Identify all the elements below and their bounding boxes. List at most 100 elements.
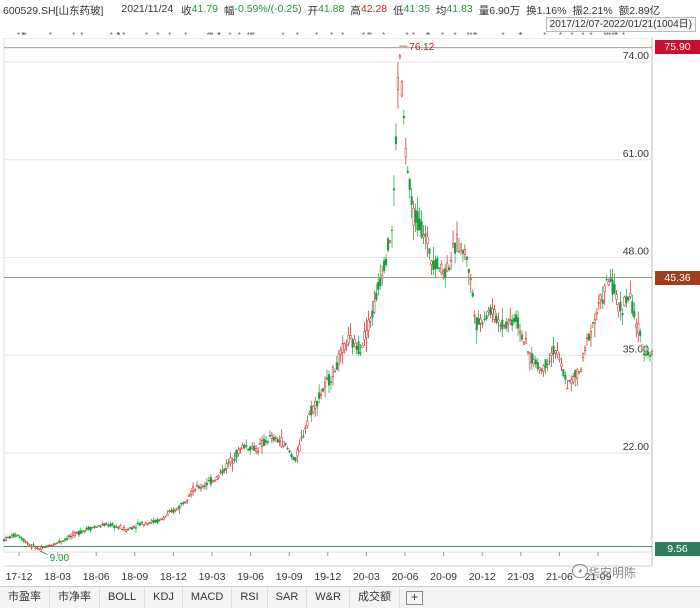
tab-sar[interactable]: SAR: [268, 587, 308, 608]
event-star-icon[interactable]: *: [80, 31, 83, 40]
event-star-icon[interactable]: *: [110, 31, 113, 40]
event-star-icon[interactable]: *: [382, 31, 385, 40]
candle-body: [637, 323, 640, 335]
event-star-icon[interactable]: *: [116, 31, 119, 40]
event-star-icon[interactable]: *: [296, 31, 299, 40]
event-star-icon[interactable]: *: [606, 31, 609, 40]
event-star-icon[interactable]: *: [622, 31, 625, 40]
event-star-icon[interactable]: *: [367, 31, 370, 40]
event-star-icon[interactable]: *: [582, 31, 585, 40]
candle-body: [481, 323, 484, 325]
event-star-icon[interactable]: *: [238, 31, 241, 40]
tab-wr[interactable]: W&R: [307, 587, 350, 608]
event-star-icon[interactable]: *: [72, 31, 75, 40]
event-star-icon[interactable]: *: [369, 31, 372, 40]
event-star-icon[interactable]: *: [211, 31, 214, 40]
event-star-icon[interactable]: *: [466, 31, 469, 40]
candle-body: [452, 242, 455, 248]
candle-body: [475, 317, 478, 331]
candle-body: [479, 318, 482, 324]
event-star-icon[interactable]: *: [405, 31, 408, 40]
event-star-icon[interactable]: *: [281, 31, 284, 40]
event-star-icon[interactable]: *: [17, 31, 20, 40]
event-star-icon[interactable]: *: [614, 31, 617, 40]
tab-pe[interactable]: 市盈率: [0, 587, 50, 608]
event-star-icon[interactable]: *: [341, 31, 344, 40]
candle-body: [369, 318, 372, 322]
event-star-icon[interactable]: *: [571, 31, 574, 40]
avg-value: 41.83: [446, 3, 473, 15]
tab-rsi[interactable]: RSI: [232, 587, 268, 608]
candle-body: [347, 335, 350, 344]
event-star-icon[interactable]: *: [330, 31, 333, 40]
candle-body: [648, 355, 652, 357]
price-chart[interactable]: 74.00 61.00 48.00 35.00 22.00 76.12 9.00 17-12 1…: [0, 38, 700, 586]
add-indicator-button[interactable]: +: [405, 590, 423, 605]
event-star-icon[interactable]: *: [168, 31, 171, 40]
candle-body: [24, 541, 27, 543]
event-star-icon[interactable]: *: [362, 31, 365, 40]
candle-body: [353, 339, 356, 344]
candle-body: [136, 523, 139, 525]
event-star-icon[interactable]: *: [543, 31, 546, 40]
event-star-icon[interactable]: *: [519, 31, 522, 40]
candle-body: [121, 528, 124, 531]
candle-body: [497, 319, 500, 323]
candle-body: [306, 420, 309, 427]
event-star-icon[interactable]: *: [156, 31, 159, 40]
candle-body: [12, 533, 15, 537]
event-star-icon[interactable]: *: [252, 31, 255, 40]
event-star-icon[interactable]: *: [473, 31, 476, 40]
event-star-icon[interactable]: *: [519, 31, 522, 40]
candle-body: [154, 520, 157, 523]
event-star-icon[interactable]: *: [184, 31, 187, 40]
event-star-icon[interactable]: *: [218, 31, 221, 40]
event-star-icon[interactable]: *: [441, 31, 444, 40]
event-star-icon[interactable]: *: [117, 31, 120, 40]
event-star-icon[interactable]: *: [469, 31, 472, 40]
event-star-icon[interactable]: *: [453, 31, 456, 40]
tab-boll[interactable]: BOLL: [100, 587, 146, 608]
candle-body: [459, 243, 462, 251]
event-star-icon[interactable]: *: [207, 31, 210, 40]
tab-pb[interactable]: 市净率: [50, 587, 100, 608]
date-range-selector[interactable]: 2017/12/07-2022/01/21(1004日): [545, 17, 696, 32]
candle-body: [22, 538, 25, 542]
event-star-icon[interactable]: *: [247, 31, 250, 40]
event-star-icon[interactable]: *: [21, 31, 24, 40]
candle-body: [44, 546, 47, 548]
candle-body: [36, 547, 39, 549]
tab-amount[interactable]: 成交额: [350, 587, 400, 608]
event-star-icon[interactable]: *: [49, 31, 52, 40]
candle-body: [647, 351, 650, 356]
event-star-icon[interactable]: *: [122, 31, 125, 40]
event-star-icon[interactable]: *: [250, 31, 253, 40]
event-star-icon[interactable]: *: [23, 31, 26, 40]
candle-body: [156, 519, 159, 523]
candle-body: [211, 480, 214, 483]
candle-body: [182, 502, 185, 504]
event-star-icon[interactable]: *: [426, 31, 429, 40]
event-star-icon[interactable]: *: [611, 31, 614, 40]
event-star-icon[interactable]: *: [559, 31, 562, 40]
event-star-icon[interactable]: *: [209, 31, 212, 40]
candle-body: [444, 268, 447, 279]
x-tick-label: 20-06: [392, 571, 419, 583]
event-star-icon[interactable]: *: [427, 31, 430, 40]
event-star-icon[interactable]: *: [502, 31, 505, 40]
event-star-icon[interactable]: *: [228, 31, 231, 40]
candle-body: [487, 310, 490, 313]
event-star-icon[interactable]: *: [315, 31, 318, 40]
event-star-icon[interactable]: *: [217, 31, 220, 40]
event-star-icon[interactable]: *: [412, 31, 415, 40]
event-star-icon[interactable]: *: [475, 31, 478, 40]
event-star-icon[interactable]: *: [608, 31, 611, 40]
event-star-icon[interactable]: *: [145, 31, 148, 40]
event-star-icon[interactable]: *: [22, 31, 25, 40]
event-star-icon[interactable]: *: [590, 31, 593, 40]
event-star-icon[interactable]: *: [615, 31, 618, 40]
event-star-icon[interactable]: *: [117, 31, 120, 40]
tab-macd[interactable]: MACD: [183, 587, 233, 608]
tab-kdj[interactable]: KDJ: [145, 587, 183, 608]
event-star-icon[interactable]: *: [603, 31, 606, 40]
